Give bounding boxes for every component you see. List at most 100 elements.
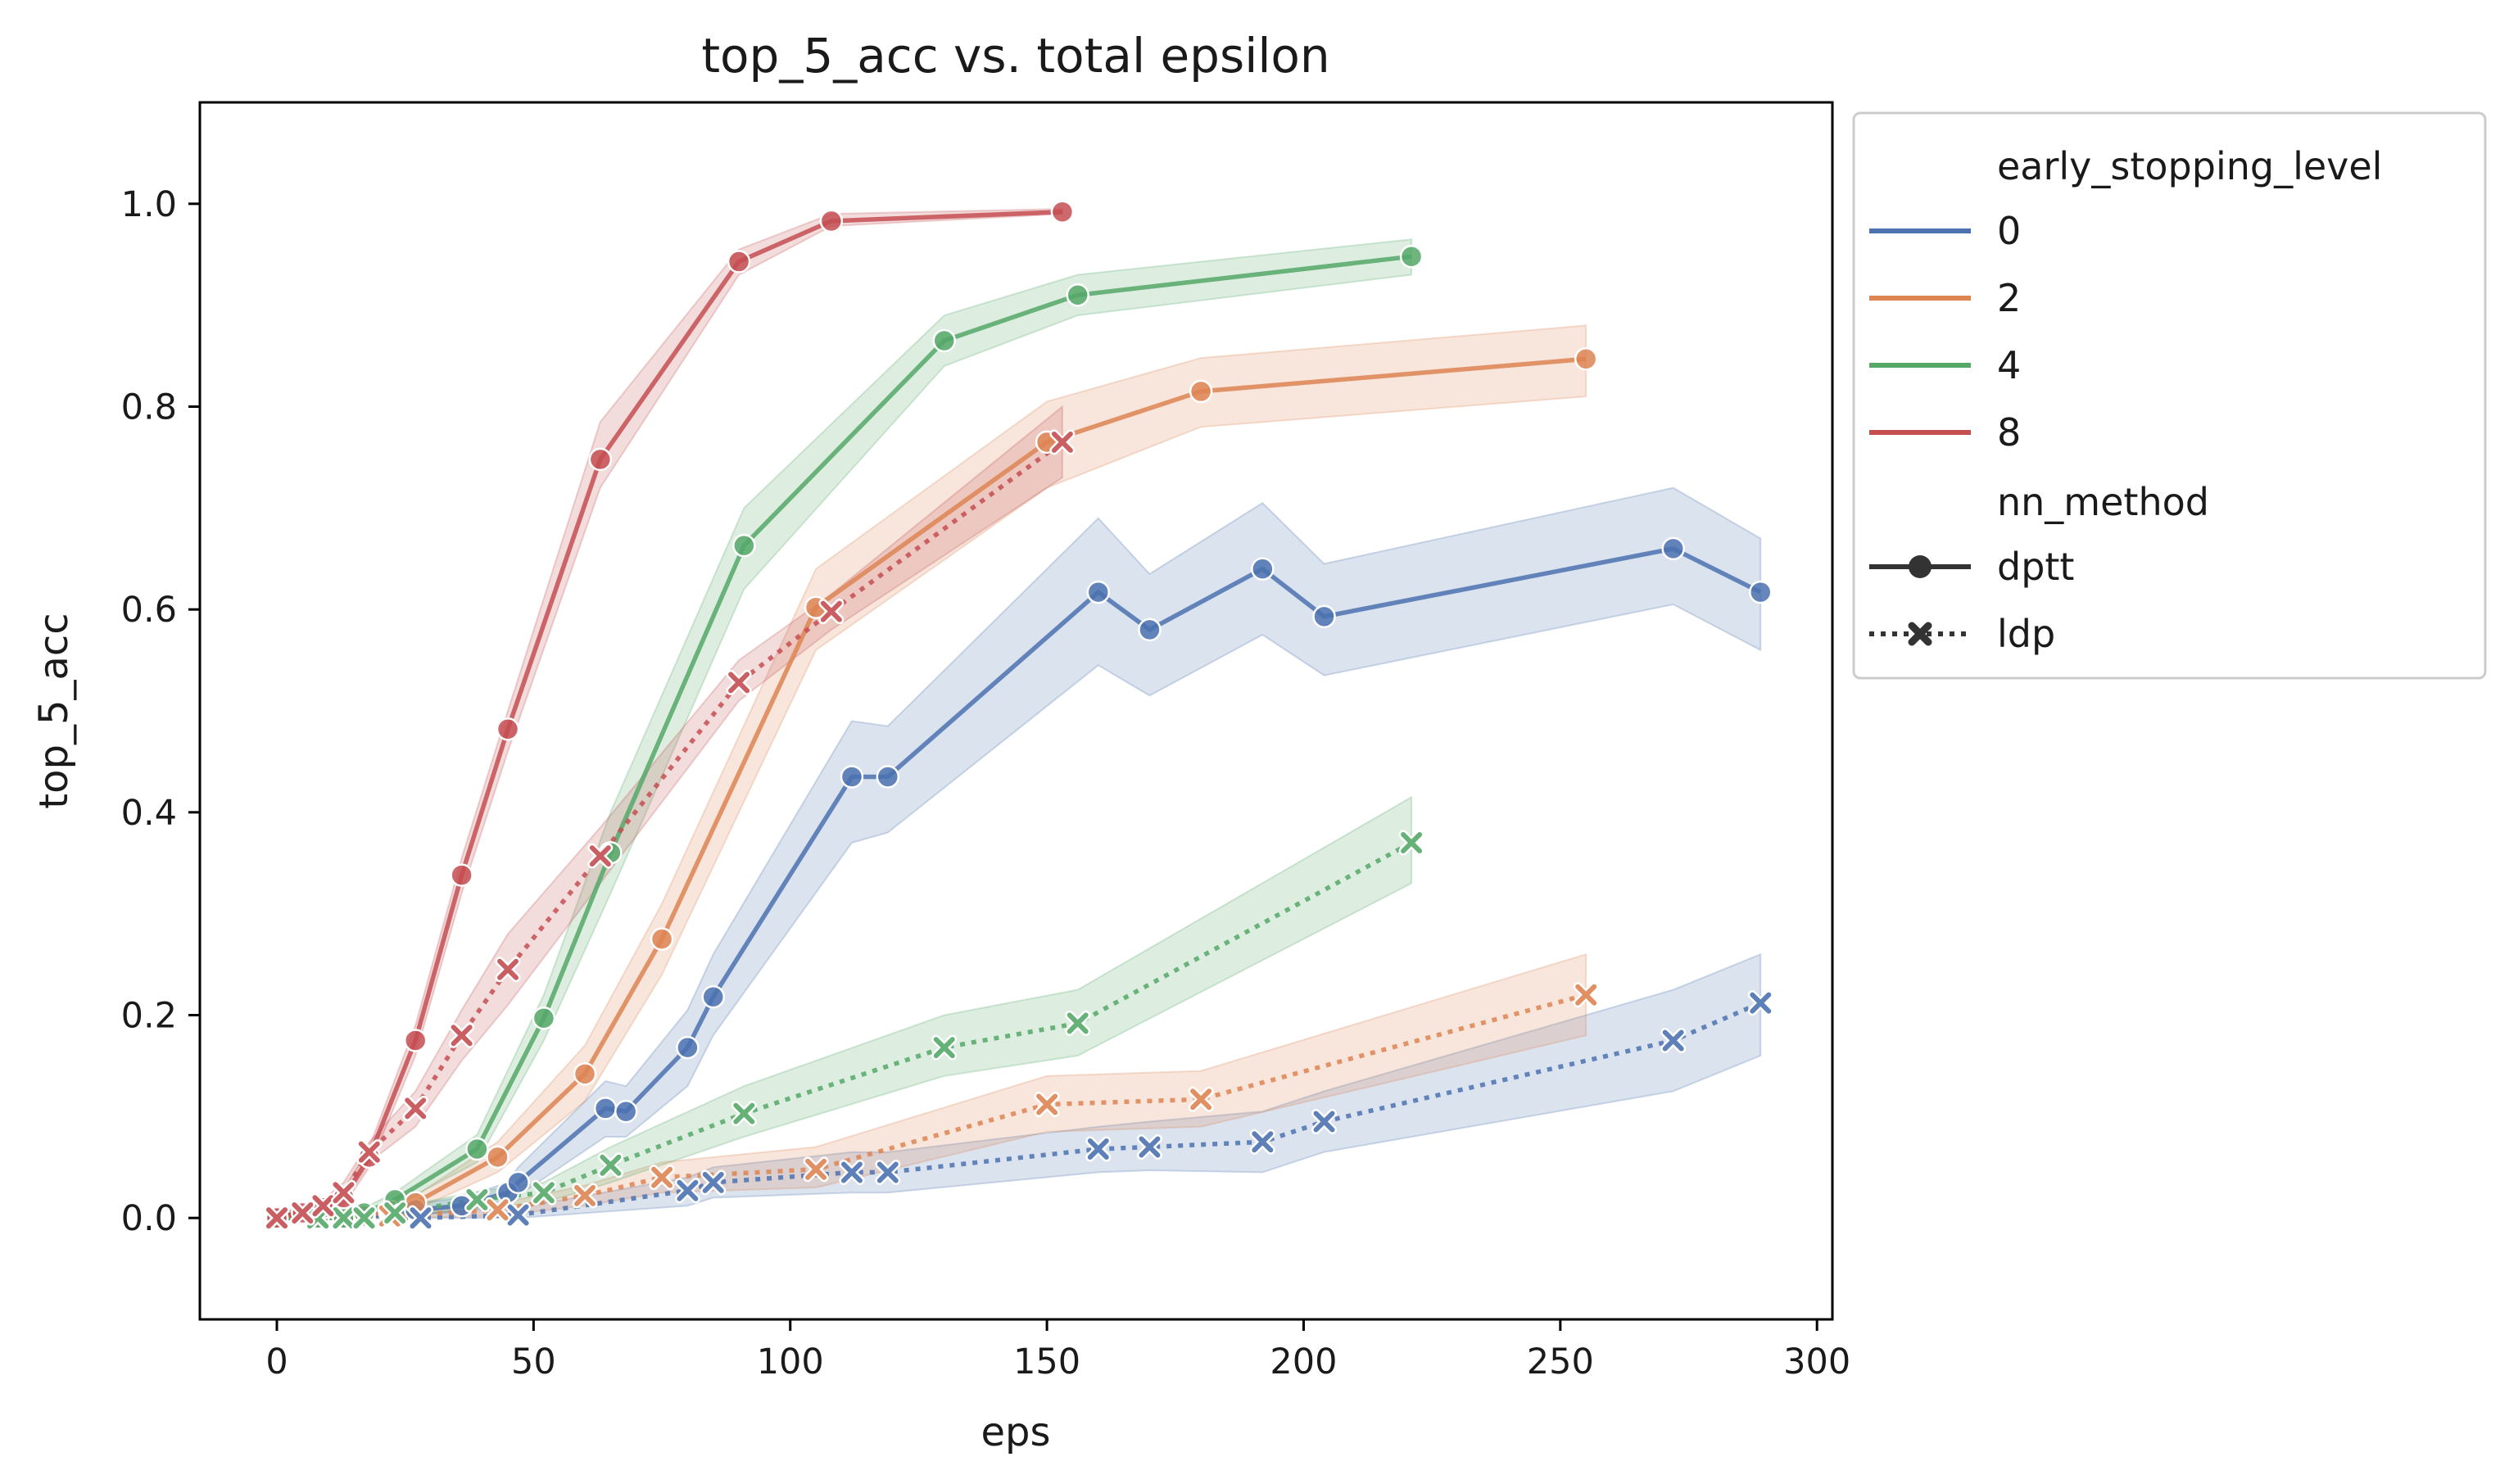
x-tick-label: 100 bbox=[757, 1341, 824, 1382]
series-2-ldp-point bbox=[485, 1197, 511, 1223]
x-tick-label: 150 bbox=[1013, 1341, 1080, 1382]
series-0-ldp-point bbox=[1311, 1109, 1338, 1135]
y-axis-ticks: 0.0 0.2 0.4 0.6 0.8 1.0 bbox=[121, 184, 200, 1239]
series-4-dptt-point bbox=[1399, 244, 1424, 269]
series-0-dptt-point bbox=[676, 1035, 700, 1060]
y-tick-label: 0.8 bbox=[121, 387, 177, 428]
legend: early_stopping_level 0 2 4 8 nn_method dptt… bbox=[1852, 111, 2487, 680]
series-4-ldp-point bbox=[464, 1187, 490, 1213]
y-tick-label: 0.0 bbox=[121, 1198, 177, 1239]
series-4-dptt-point bbox=[932, 328, 957, 353]
series-4-ldp-point bbox=[731, 1101, 757, 1127]
series-2-ldp-line bbox=[277, 993, 1587, 1220]
series-2-ldp-point bbox=[1034, 1091, 1060, 1117]
series-0-dptt-point bbox=[1086, 580, 1111, 604]
x-tick-label: 250 bbox=[1527, 1341, 1594, 1382]
chart-title: top_5_acc vs. total epsilon bbox=[701, 28, 1329, 84]
series-8-ldp-point bbox=[726, 669, 752, 695]
series-2-ldp-point bbox=[803, 1156, 829, 1183]
x-tick-label: 50 bbox=[511, 1341, 556, 1382]
series-4-ldp-point bbox=[931, 1034, 958, 1061]
series-0-ldp-point bbox=[674, 1178, 700, 1204]
series-2-dptt-point bbox=[1574, 347, 1598, 371]
series-2-dptt-point bbox=[1189, 379, 1213, 404]
series-2-dptt-point bbox=[486, 1145, 509, 1170]
legend-frame bbox=[1852, 111, 2487, 680]
series-8-ldp-point bbox=[818, 599, 845, 625]
series-0-ldp-point bbox=[875, 1159, 901, 1185]
series-0-dptt-point bbox=[1749, 580, 1773, 604]
series-8-dptt-point bbox=[588, 447, 613, 472]
series-2-ldp-point bbox=[1188, 1086, 1214, 1112]
legend-label-0: 0 bbox=[1997, 209, 2021, 253]
series-2-ldp-point bbox=[572, 1183, 598, 1209]
series-8-dptt-point bbox=[496, 717, 520, 741]
legend-label-8: 8 bbox=[1997, 410, 2021, 455]
series-2-dptt-point bbox=[650, 927, 674, 951]
y-tick-label: 0.6 bbox=[121, 590, 177, 631]
series-8-ldp-point bbox=[356, 1139, 383, 1165]
series-4-ldp-point bbox=[531, 1179, 557, 1206]
series-8-dptt-point bbox=[450, 863, 473, 887]
series-8-dptt-point bbox=[727, 250, 751, 274]
legend-style-marker-ldp bbox=[1908, 622, 1932, 646]
series-8-ldp-point bbox=[310, 1192, 336, 1219]
series-4-ldp-point bbox=[1398, 830, 1424, 856]
series-0-ldp-point bbox=[1085, 1136, 1112, 1162]
series-8-ldp-point bbox=[402, 1095, 428, 1121]
y-axis-label: top_5_acc bbox=[31, 613, 77, 808]
series-0-dptt-point bbox=[876, 765, 900, 789]
x-axis-label: eps bbox=[981, 1409, 1050, 1455]
series-4-dptt-point bbox=[1066, 283, 1089, 307]
series-8-ldp-point bbox=[330, 1179, 356, 1206]
series-0-ldp-point bbox=[407, 1205, 433, 1231]
series-8-ldp-line bbox=[276, 440, 1064, 1220]
series-0-dptt-point bbox=[840, 765, 864, 789]
legend-style-label-ldp: ldp bbox=[1997, 612, 2055, 656]
legend-style-label-dptt: dptt bbox=[1997, 545, 2074, 589]
series-8-ldp-point bbox=[587, 843, 614, 869]
series-0-dptt-point bbox=[614, 1099, 638, 1124]
series-0-ldp-point bbox=[839, 1159, 865, 1185]
confidence-bands bbox=[276, 207, 1762, 1219]
plot-frame bbox=[198, 101, 1834, 1321]
y-tick-label: 0.4 bbox=[121, 793, 177, 834]
legend-label-2: 2 bbox=[1997, 276, 2021, 320]
x-tick-label: 300 bbox=[1783, 1341, 1850, 1382]
series-2-ldp-point bbox=[1573, 982, 1599, 1008]
series-4-dptt-point bbox=[532, 1006, 556, 1030]
legend-style-title: nn_method bbox=[1997, 480, 2209, 524]
series-0-dptt-point bbox=[593, 1097, 618, 1120]
x-tick-label: 200 bbox=[1270, 1341, 1337, 1382]
series-0-ldp-point bbox=[1660, 1027, 1687, 1053]
series-8-dptt-point bbox=[1050, 200, 1075, 224]
legend-label-4: 4 bbox=[1997, 343, 2021, 387]
series-4-ldp-point bbox=[330, 1205, 356, 1231]
y-tick-label: 0.2 bbox=[121, 996, 177, 1037]
series-0-dptt-point bbox=[701, 984, 725, 1009]
series-4-dptt-point bbox=[732, 533, 756, 558]
series-0-ldp-point bbox=[1249, 1129, 1275, 1155]
series-0-ldp-point bbox=[1747, 990, 1773, 1016]
series-8-dptt-point bbox=[819, 209, 844, 233]
series-0-dptt-point bbox=[506, 1170, 530, 1195]
series-0-dptt-point bbox=[1138, 618, 1162, 642]
series-2-ldp-point bbox=[649, 1165, 675, 1191]
series-0-ldp-point bbox=[505, 1201, 532, 1228]
series-8-dptt-point bbox=[403, 1029, 428, 1052]
x-tick-label: 0 bbox=[265, 1341, 288, 1382]
series-4-ldp-point bbox=[382, 1200, 408, 1226]
series-8-ldp-point bbox=[264, 1205, 290, 1231]
series-markers bbox=[264, 200, 1773, 1231]
series-0-dptt-point bbox=[1251, 557, 1275, 581]
y-tick-label: 1.0 bbox=[121, 184, 177, 225]
legend-hue-title: early_stopping_level bbox=[1997, 144, 2382, 188]
legend-style-marker-dptt bbox=[1909, 555, 1932, 578]
series-0-ldp-point bbox=[700, 1170, 727, 1196]
series-4-ldp-point bbox=[351, 1205, 378, 1231]
series-8-ldp-point bbox=[289, 1200, 315, 1226]
series-4-dptt-point bbox=[465, 1137, 489, 1161]
series-8-ldp-point bbox=[449, 1022, 475, 1048]
series-8-ldp-point bbox=[1049, 429, 1076, 455]
